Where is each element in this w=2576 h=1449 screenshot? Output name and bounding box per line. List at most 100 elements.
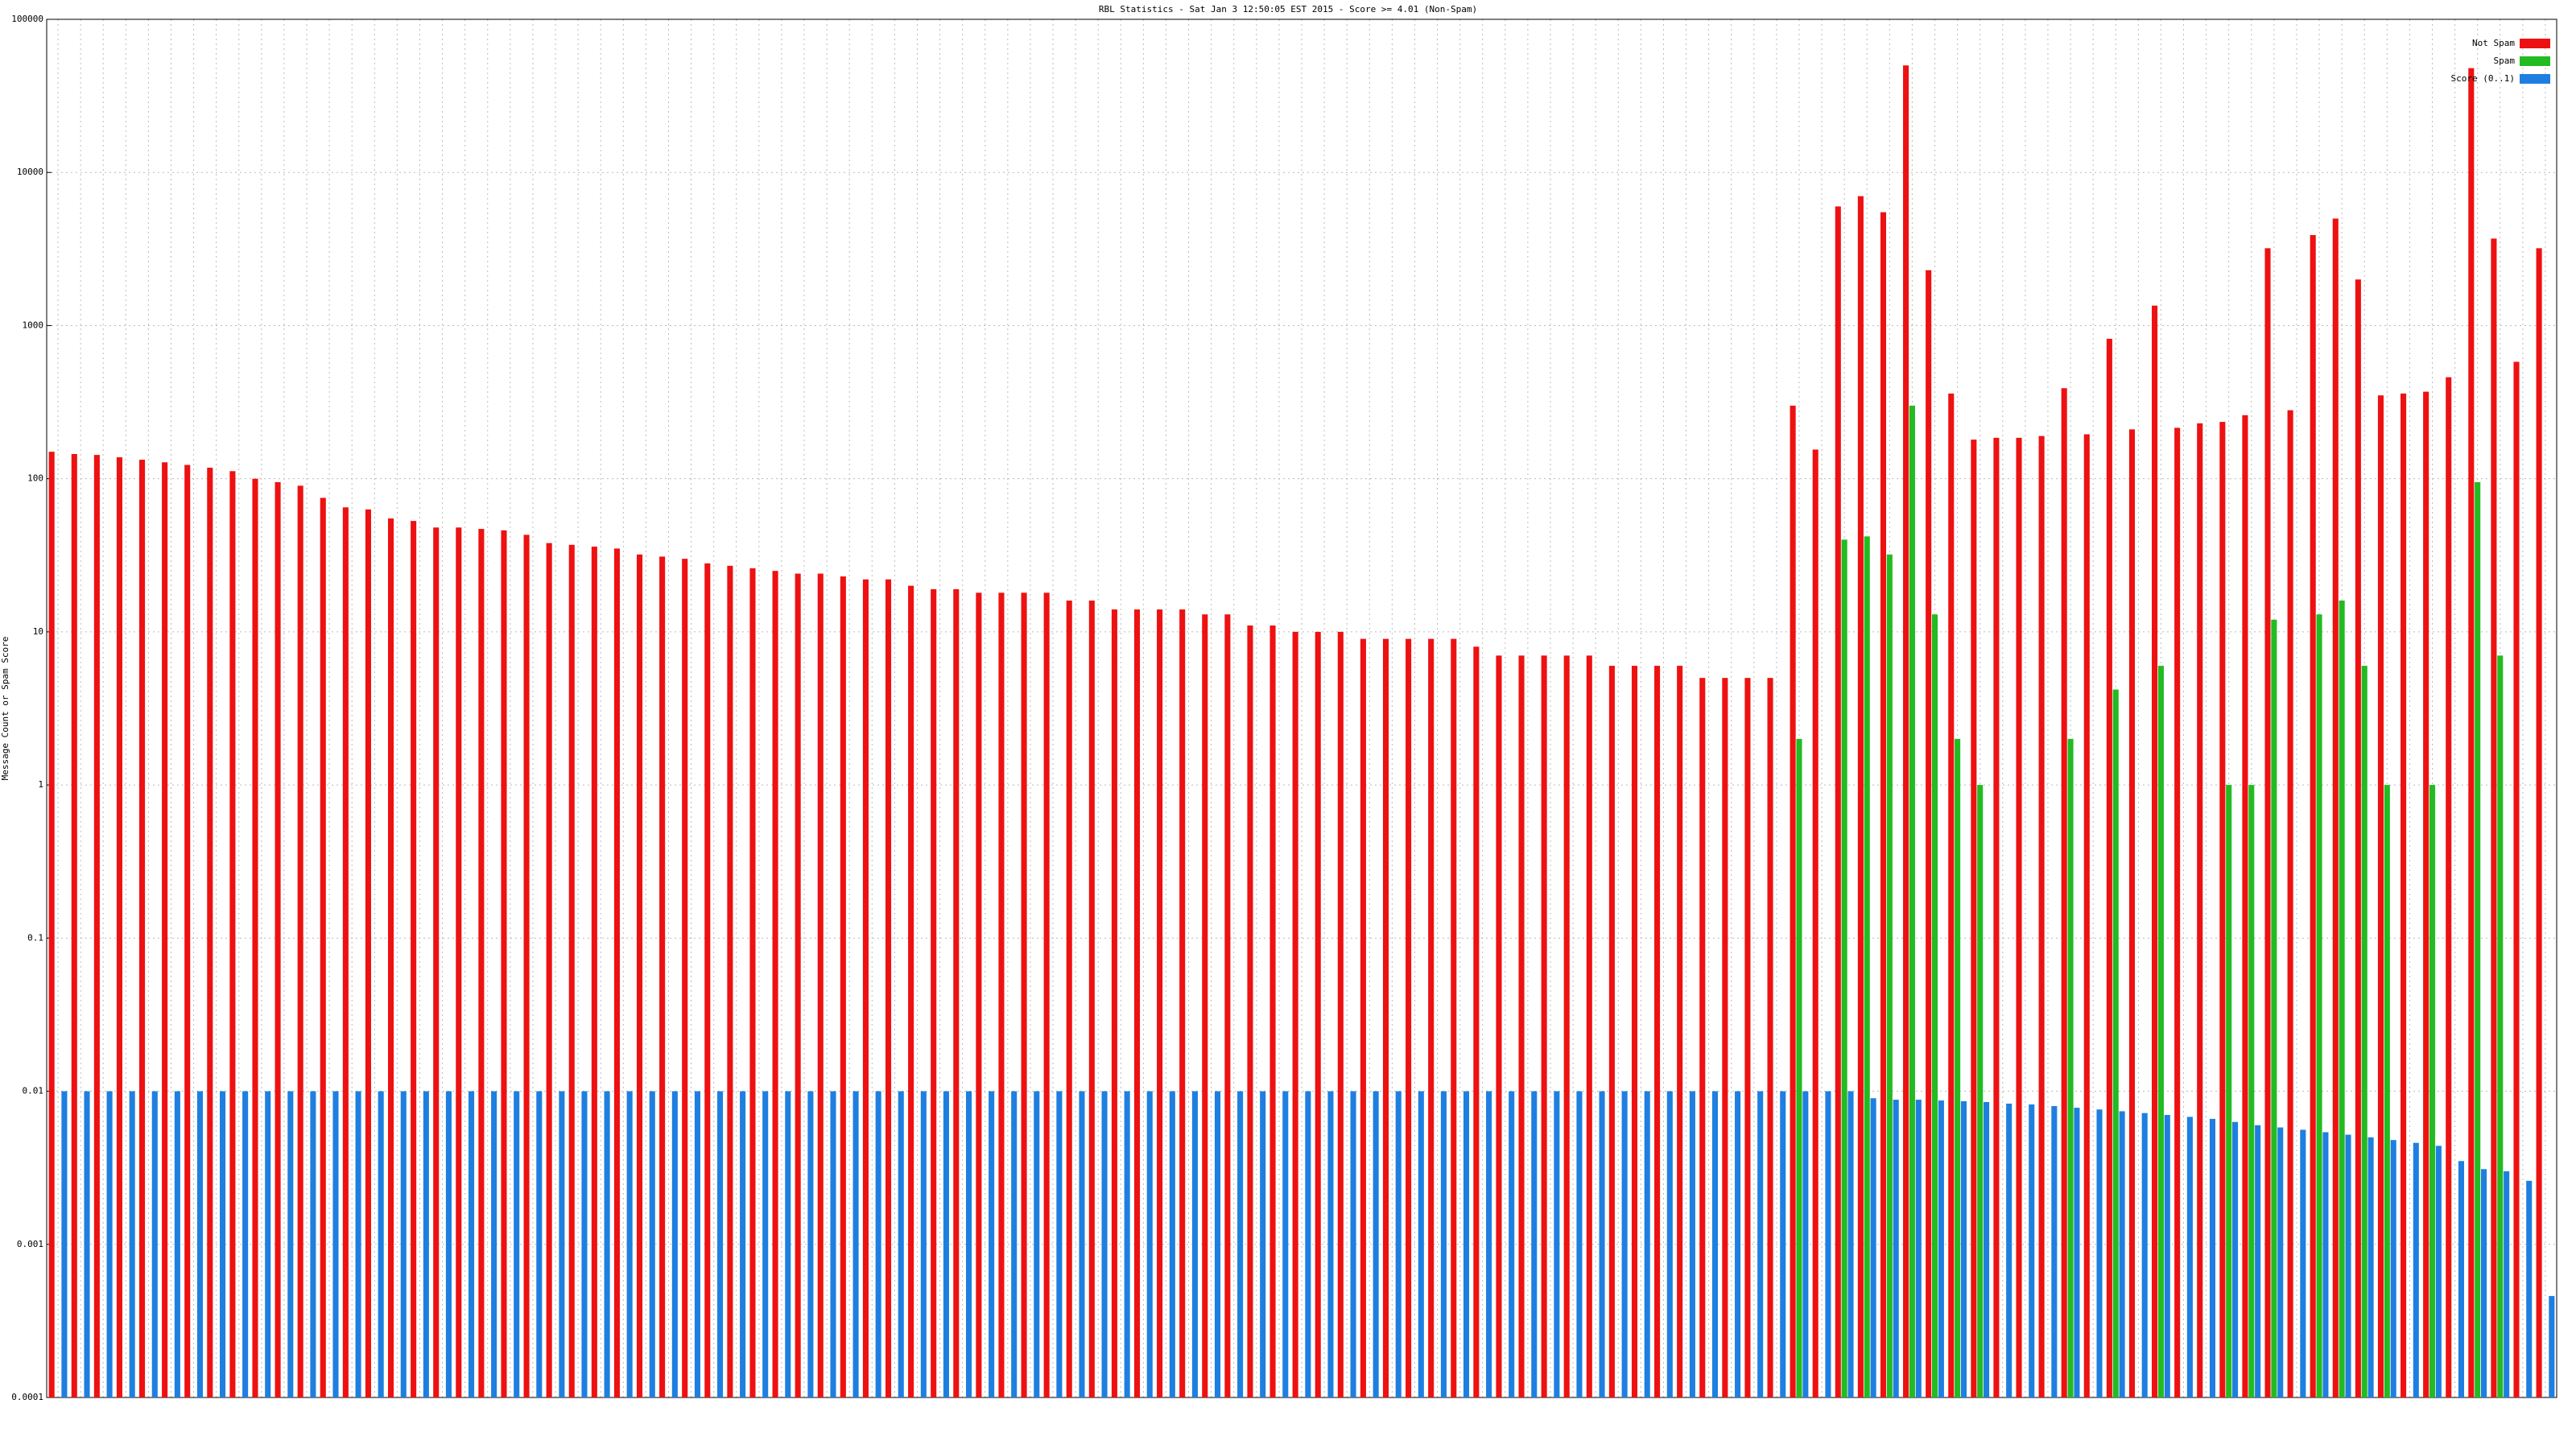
bar — [139, 460, 146, 1397]
bar — [727, 565, 733, 1397]
bar — [1796, 738, 1802, 1397]
bar — [411, 521, 417, 1398]
bar — [1395, 1091, 1402, 1397]
bar — [2197, 423, 2203, 1398]
bar — [1451, 638, 1457, 1397]
bar — [2368, 1137, 2374, 1397]
bar — [2242, 415, 2248, 1397]
bar — [2152, 305, 2158, 1397]
bar — [1260, 1091, 1266, 1397]
bar — [2226, 785, 2232, 1397]
bar — [2061, 388, 2067, 1397]
bar — [1631, 666, 1638, 1397]
bar — [207, 467, 213, 1397]
bar — [898, 1091, 904, 1397]
bar — [2074, 1108, 2080, 1397]
bar — [649, 1091, 655, 1397]
plot-frame — [46, 19, 2557, 1398]
bar — [400, 1091, 407, 1397]
bar — [2413, 1142, 2419, 1397]
bar — [2096, 1109, 2103, 1397]
bar — [106, 1091, 113, 1397]
bar — [1926, 270, 1932, 1398]
bar — [875, 1091, 881, 1397]
bar — [2429, 785, 2436, 1397]
bar — [2361, 666, 2368, 1397]
bar — [2264, 248, 2271, 1397]
y-tick-label: 100000 — [11, 14, 43, 24]
bar — [320, 497, 326, 1397]
bar — [1021, 592, 1027, 1397]
bar — [242, 1091, 249, 1397]
bar — [1066, 601, 1072, 1397]
bar — [2029, 1104, 2035, 1397]
y-tick-label: 0.01 — [23, 1086, 44, 1096]
legend-label: Not Spam — [2472, 38, 2515, 48]
bar — [2339, 601, 2345, 1397]
bar — [1654, 666, 1661, 1397]
bar — [2038, 436, 2045, 1397]
bar — [840, 576, 846, 1397]
bar — [1428, 638, 1435, 1397]
bar — [2157, 666, 2164, 1397]
bar — [1744, 678, 1751, 1397]
bar — [1088, 601, 1095, 1397]
bar — [2384, 785, 2390, 1397]
y-tick-label: 100 — [27, 473, 43, 484]
bar — [229, 471, 236, 1397]
bar — [740, 1091, 746, 1397]
bar — [852, 1091, 859, 1397]
bar — [2300, 1129, 2306, 1397]
bar — [885, 579, 892, 1397]
bar — [2255, 1125, 2261, 1397]
bar — [287, 1091, 294, 1397]
bar — [2504, 1171, 2510, 1397]
bar — [1677, 666, 1683, 1397]
bar — [1541, 655, 1547, 1397]
bar — [2174, 427, 2181, 1398]
bar — [1463, 1091, 1470, 1397]
bar — [2549, 1295, 2555, 1397]
bar — [1169, 1091, 1175, 1397]
bar — [1909, 405, 1915, 1397]
bar — [2164, 1115, 2170, 1397]
bar — [1711, 1091, 1719, 1397]
bar — [1886, 554, 1893, 1398]
bar — [795, 573, 801, 1397]
bar — [365, 509, 371, 1397]
bar — [998, 592, 1005, 1397]
bar — [943, 1091, 949, 1397]
bar — [1812, 449, 1818, 1397]
bar — [129, 1091, 135, 1397]
bar — [908, 585, 914, 1397]
bar — [48, 452, 55, 1397]
legend-swatch — [2520, 56, 2550, 66]
bar — [2016, 437, 2022, 1397]
bar — [1644, 1091, 1650, 1397]
bar — [2112, 689, 2119, 1397]
legend-swatch — [2520, 39, 2550, 48]
y-tick-label: 0.1 — [27, 932, 43, 943]
bar — [1146, 1091, 1153, 1397]
bar — [1509, 1091, 1515, 1397]
bar — [613, 548, 620, 1398]
bar — [1984, 1101, 1990, 1397]
bar — [830, 1091, 836, 1397]
bar — [378, 1091, 384, 1397]
bar — [2128, 429, 2136, 1397]
bar — [433, 527, 440, 1397]
y-tick-label: 1 — [38, 779, 43, 790]
bar — [1757, 1091, 1764, 1397]
bar — [762, 1091, 769, 1397]
bar — [501, 530, 507, 1397]
bar — [682, 559, 688, 1397]
bar — [1955, 738, 1961, 1397]
bar — [478, 529, 485, 1397]
bar — [2083, 434, 2090, 1398]
bar — [1011, 1091, 1018, 1397]
bar — [2271, 619, 2277, 1397]
bar — [2209, 1118, 2216, 1397]
bar — [659, 556, 666, 1398]
